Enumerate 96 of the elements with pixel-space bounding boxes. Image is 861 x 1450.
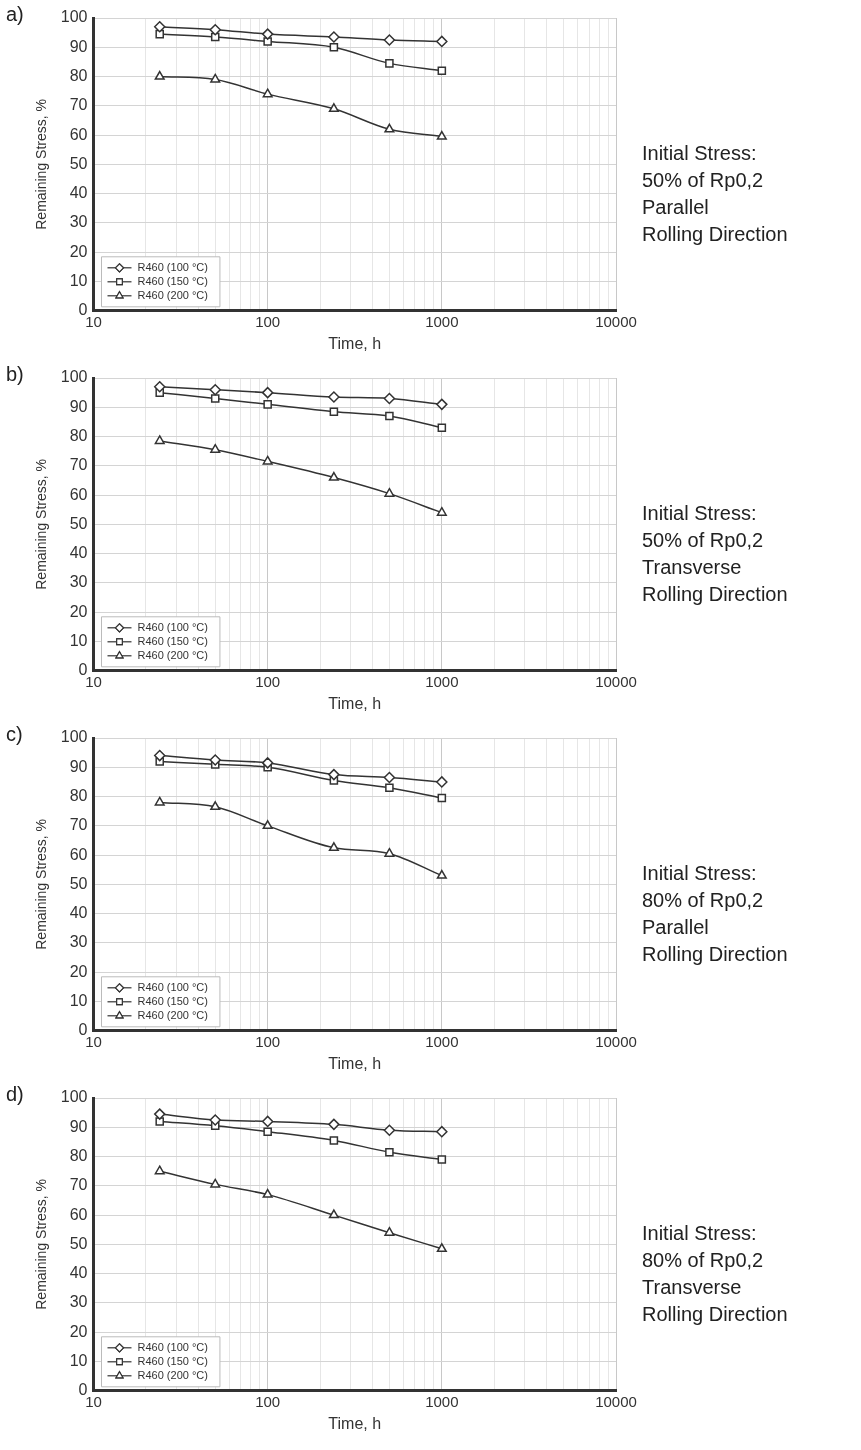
x-axis-title: Time, h — [328, 694, 382, 712]
legend-label: R460 (150 °C) — [137, 634, 208, 647]
y-tick-label: 20 — [69, 242, 88, 260]
text: a) — [6, 3, 24, 26]
text: Rolling Direction — [642, 1302, 788, 1327]
y-axis-title: Remaining Stress, % — [33, 99, 50, 230]
y-tick-label: 100 — [60, 8, 88, 26]
y-tick-label: 40 — [69, 544, 88, 562]
y-tick-label: 80 — [69, 1146, 88, 1164]
y-tick-label: 0 — [78, 301, 88, 319]
y-tick-label: 80 — [69, 786, 88, 804]
x-axis-title: Time, h — [328, 334, 382, 352]
y-tick-label: 40 — [69, 184, 88, 202]
x-tick-label: 100 — [255, 1032, 281, 1050]
x-tick-label: 10000 — [595, 1032, 637, 1050]
legend-label: R460 (200 °C) — [137, 1368, 208, 1381]
x-tick-label: 10000 — [595, 672, 637, 690]
x-axis-title: Time, h — [328, 1054, 382, 1072]
y-tick-label: 40 — [69, 1264, 88, 1282]
y-tick-label: 30 — [69, 1293, 88, 1311]
legend-label: R460 (150 °C) — [137, 274, 208, 287]
x-tick-label: 100 — [255, 312, 281, 330]
y-tick-label: 10 — [69, 631, 88, 649]
text: 50% of Rp0,2 — [642, 168, 765, 193]
x-tick-label: 1000 — [425, 1392, 459, 1410]
legend-label: R460 (100 °C) — [137, 980, 208, 993]
y-tick-label: 30 — [69, 213, 88, 231]
y-tick-label: 50 — [69, 154, 88, 172]
text: 50% of Rp0,2 — [642, 528, 765, 553]
text: 80% of Rp0,2 — [642, 1248, 765, 1273]
x-tick-label: 10000 — [595, 1392, 637, 1410]
y-tick-label: 50 — [69, 874, 88, 892]
y-tick-label: 70 — [69, 816, 88, 834]
y-tick-label: 50 — [69, 514, 88, 532]
text: Parallel — [642, 915, 710, 940]
text: Initial Stress: — [642, 861, 758, 886]
y-tick-label: 70 — [69, 96, 88, 114]
y-tick-label: 80 — [69, 426, 88, 444]
x-tick-label: 100 — [255, 672, 281, 690]
legend-label: R460 (150 °C) — [137, 994, 208, 1007]
y-tick-label: 20 — [69, 1322, 88, 1340]
y-tick-label: 10 — [69, 271, 88, 289]
x-tick-label: 1000 — [425, 1032, 459, 1050]
text: 80% of Rp0,2 — [642, 888, 765, 913]
y-tick-label: 100 — [60, 728, 88, 746]
y-tick-label: 20 — [69, 962, 88, 980]
x-tick-label: 1000 — [425, 672, 459, 690]
y-tick-label: 60 — [69, 845, 88, 863]
text: b) — [6, 363, 24, 386]
y-tick-label: 100 — [60, 368, 88, 386]
y-axis-title: Remaining Stress, % — [33, 459, 50, 590]
x-tick-label: 10000 — [595, 312, 637, 330]
y-tick-label: 50 — [69, 1234, 88, 1252]
text: Initial Stress: — [642, 501, 758, 526]
legend-label: R460 (200 °C) — [137, 648, 208, 661]
text: Initial Stress: — [642, 141, 758, 166]
y-tick-label: 60 — [69, 125, 88, 143]
y-tick-label: 0 — [78, 661, 88, 679]
y-tick-label: 70 — [69, 1176, 88, 1194]
text: Transverse — [642, 555, 743, 580]
y-tick-label: 30 — [69, 933, 88, 951]
y-tick-label: 90 — [69, 37, 88, 55]
y-tick-label: 30 — [69, 573, 88, 591]
x-tick-label: 100 — [255, 1392, 281, 1410]
text: Parallel — [642, 195, 710, 220]
y-tick-label: 100 — [60, 1088, 88, 1106]
y-tick-label: 80 — [69, 66, 88, 84]
y-tick-label: 20 — [69, 602, 88, 620]
y-tick-label: 10 — [69, 1351, 88, 1369]
x-axis-title: Time, h — [328, 1414, 382, 1432]
text: d) — [6, 1083, 24, 1106]
y-tick-label: 10 — [69, 991, 88, 1009]
text: Rolling Direction — [642, 942, 788, 967]
y-tick-label: 70 — [69, 456, 88, 474]
y-tick-label: 90 — [69, 1117, 88, 1135]
y-tick-label: 60 — [69, 485, 88, 503]
legend-label: R460 (200 °C) — [137, 288, 208, 301]
x-tick-label: 1000 — [425, 312, 459, 330]
text: Initial Stress: — [642, 1221, 758, 1246]
legend-label: R460 (100 °C) — [137, 1340, 208, 1353]
y-tick-label: 0 — [78, 1381, 88, 1399]
y-tick-label: 60 — [69, 1205, 88, 1223]
y-tick-label: 40 — [69, 904, 88, 922]
y-axis-title: Remaining Stress, % — [33, 819, 50, 950]
legend-label: R460 (200 °C) — [137, 1008, 208, 1021]
y-tick-label: 90 — [69, 757, 88, 775]
text: Transverse — [642, 1275, 743, 1300]
legend-label: R460 (100 °C) — [137, 260, 208, 273]
legend-label: R460 (100 °C) — [137, 620, 208, 633]
legend-label: R460 (150 °C) — [137, 1354, 208, 1367]
y-axis-title: Remaining Stress, % — [33, 1179, 50, 1310]
text: Rolling Direction — [642, 222, 788, 247]
text: c) — [6, 723, 23, 746]
text: Rolling Direction — [642, 582, 788, 607]
y-tick-label: 0 — [78, 1021, 88, 1039]
y-tick-label: 90 — [69, 397, 88, 415]
